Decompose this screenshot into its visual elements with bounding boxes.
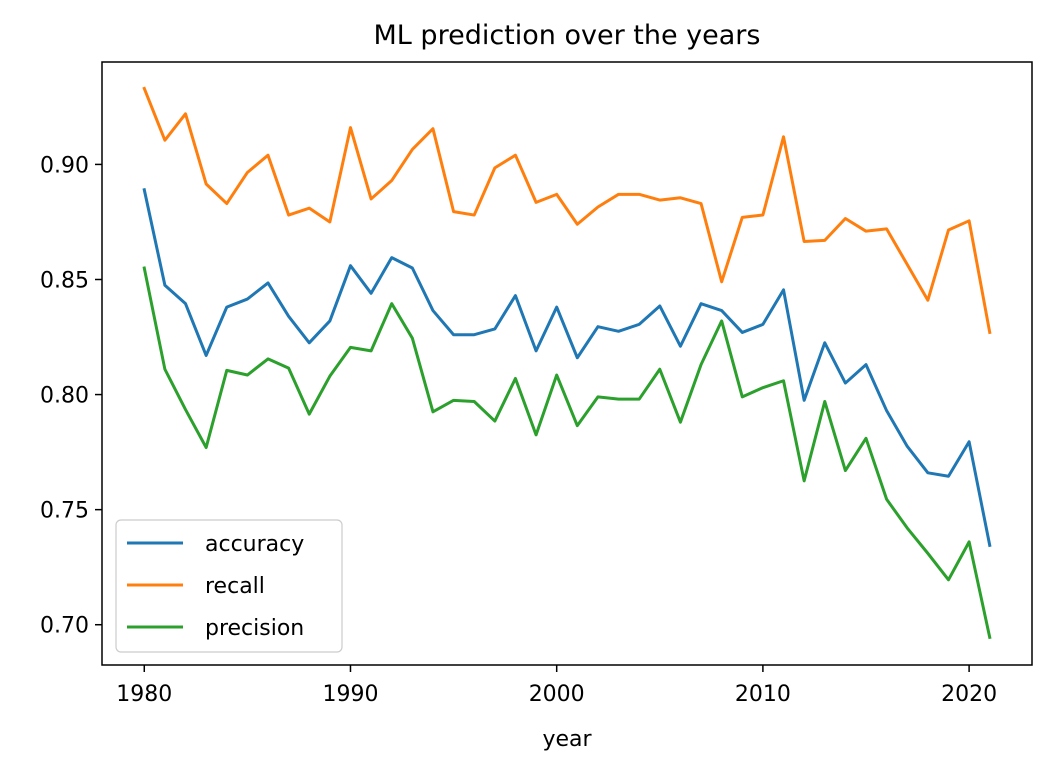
legend-label-recall: recall — [205, 574, 265, 599]
x-tick-label: 2020 — [941, 682, 997, 707]
x-axis-title: year — [542, 727, 592, 752]
legend-label-precision: precision — [205, 616, 304, 641]
chart-title: ML prediction over the years — [374, 20, 761, 51]
y-tick-label: 0.75 — [40, 499, 89, 524]
x-tick-label: 2010 — [735, 682, 791, 707]
x-tick-label: 1990 — [322, 682, 378, 707]
plot-frame — [101, 61, 1033, 666]
series-layer — [142, 86, 992, 640]
series-line-precision — [142, 266, 992, 640]
legend-box — [115, 519, 343, 653]
series-line-recall — [142, 86, 992, 335]
y-tick-label: 0.70 — [40, 614, 89, 639]
y-tick-label: 0.80 — [40, 384, 89, 409]
x-axis-ticks: 1980 1990 2000 2010 2020 — [116, 665, 997, 707]
y-tick-label: 0.85 — [40, 268, 89, 293]
series-line-accuracy — [142, 187, 992, 548]
legend: accuracy recall precision — [115, 519, 343, 653]
x-tick-label: 1980 — [116, 682, 172, 707]
y-tick-label: 0.90 — [40, 153, 89, 178]
legend-label-accuracy: accuracy — [205, 532, 304, 557]
y-axis-ticks: 0.70 0.75 0.80 0.85 0.90 — [40, 153, 102, 639]
x-tick-label: 2000 — [529, 682, 585, 707]
legend-items: accuracy recall precision — [127, 532, 304, 641]
